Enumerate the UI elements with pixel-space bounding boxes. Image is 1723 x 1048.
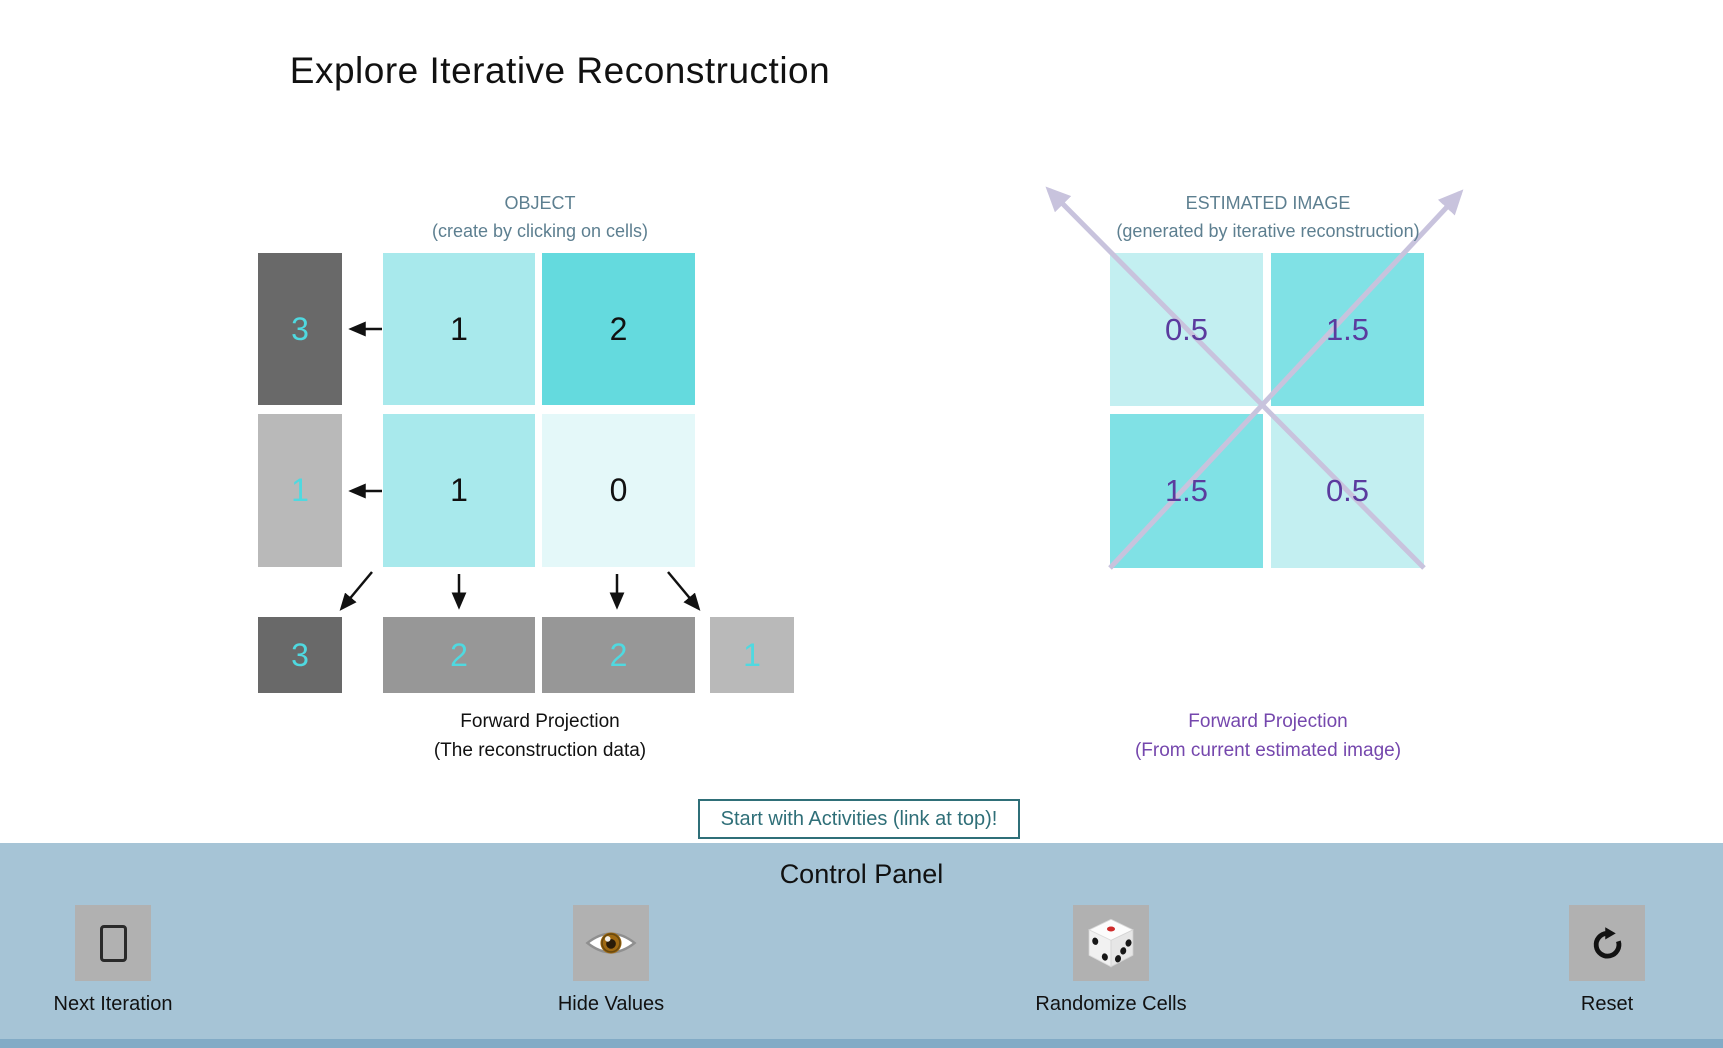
row-projection-top: 3 — [258, 253, 342, 405]
object-cell-0-1[interactable]: 2 — [542, 253, 695, 405]
activities-link-label: Start with Activities (link at top)! — [720, 807, 998, 830]
reset-icon — [1593, 927, 1622, 959]
object-panel-header: OBJECT (create by clicking on cells) — [310, 190, 770, 246]
estimated-heading: ESTIMATED IMAGE — [1185, 193, 1351, 213]
row-projection-bottom: 1 — [258, 414, 342, 567]
randomize-cells-label: Randomize Cells — [1035, 993, 1187, 1015]
object-caption-line1: Forward Projection — [460, 711, 620, 732]
object-cell-1-1-value: 0 — [609, 472, 628, 508]
column-projection-arrows — [339, 571, 701, 611]
estimated-caption: Forward Projection (From current estimat… — [1038, 708, 1498, 765]
arrow-diagonal-left — [339, 571, 373, 611]
reset-label: Reset — [1580, 993, 1634, 1015]
eye-icon — [585, 932, 637, 954]
arrow-diagonal-right — [667, 571, 701, 611]
estimated-cell-0-1: 1.5 — [1271, 253, 1424, 406]
page-title: Explore Iterative Reconstruction — [289, 50, 831, 91]
next-iteration-icon — [99, 924, 127, 962]
control-panel: Control Panel Next Iteration Hide Values — [0, 843, 1723, 1048]
projection-diagonal-right-value: 1 — [743, 636, 761, 673]
object-cell-1-1[interactable]: 0 — [542, 414, 695, 567]
row-projection-arrows — [348, 321, 382, 499]
randomize-cells-button[interactable] — [1073, 905, 1149, 981]
ray-up-left — [1045, 186, 1426, 570]
next-iteration-label: Next Iteration — [53, 993, 173, 1015]
estimated-caption-line2: (From current estimated image) — [1134, 739, 1402, 761]
diagonal-ray-arrows — [1045, 186, 1464, 570]
object-cell-0-1-value: 2 — [609, 310, 628, 347]
estimated-cell-1-1-value: 0.5 — [1325, 473, 1370, 508]
reset-button[interactable] — [1569, 905, 1645, 981]
projection-column-1-value: 2 — [450, 636, 468, 673]
die-icon — [1088, 918, 1134, 968]
control-panel-footer-strip — [0, 1039, 1723, 1048]
estimated-cell-1-0-value: 1.5 — [1164, 473, 1209, 508]
projection-diagonal-left-value: 3 — [291, 636, 309, 673]
hide-values-label: Hide Values — [557, 993, 665, 1015]
projection-column-2-value: 2 — [609, 636, 628, 673]
projection-diagonal-left: 3 — [258, 617, 342, 693]
projection-diagonal-right: 1 — [710, 617, 794, 693]
object-caption-line2: (The reconstruction data) — [433, 739, 647, 761]
row-projection-bottom-value: 1 — [291, 472, 309, 508]
row-projection-top-value: 3 — [291, 310, 309, 347]
hide-values-button[interactable] — [573, 905, 649, 981]
ray-up-right — [1108, 189, 1464, 570]
object-cell-1-0-value: 1 — [450, 472, 468, 508]
object-cell-0-0[interactable]: 1 — [383, 253, 535, 405]
estimated-subheading: (generated by iterative reconstruction) — [1116, 220, 1420, 241]
estimated-panel-header: ESTIMATED IMAGE (generated by iterative … — [1038, 190, 1498, 246]
activities-link-button[interactable]: Start with Activities (link at top)! — [698, 799, 1020, 839]
estimated-caption-line1: Forward Projection — [1188, 711, 1348, 732]
next-iteration-button[interactable] — [75, 905, 151, 981]
object-cell-0-0-value: 1 — [450, 310, 468, 347]
estimated-cell-0-1-value: 1.5 — [1325, 311, 1370, 347]
object-subheading: (create by clicking on cells) — [431, 220, 649, 241]
object-cell-1-0[interactable]: 1 — [383, 414, 535, 567]
object-caption: Forward Projection (The reconstruction d… — [310, 708, 770, 765]
object-heading: OBJECT — [504, 193, 576, 213]
control-panel-title: Control Panel — [779, 859, 944, 889]
estimated-cell-0-0-value: 0.5 — [1164, 311, 1209, 347]
projection-column-2: 2 — [542, 617, 695, 693]
projection-column-1: 2 — [383, 617, 535, 693]
